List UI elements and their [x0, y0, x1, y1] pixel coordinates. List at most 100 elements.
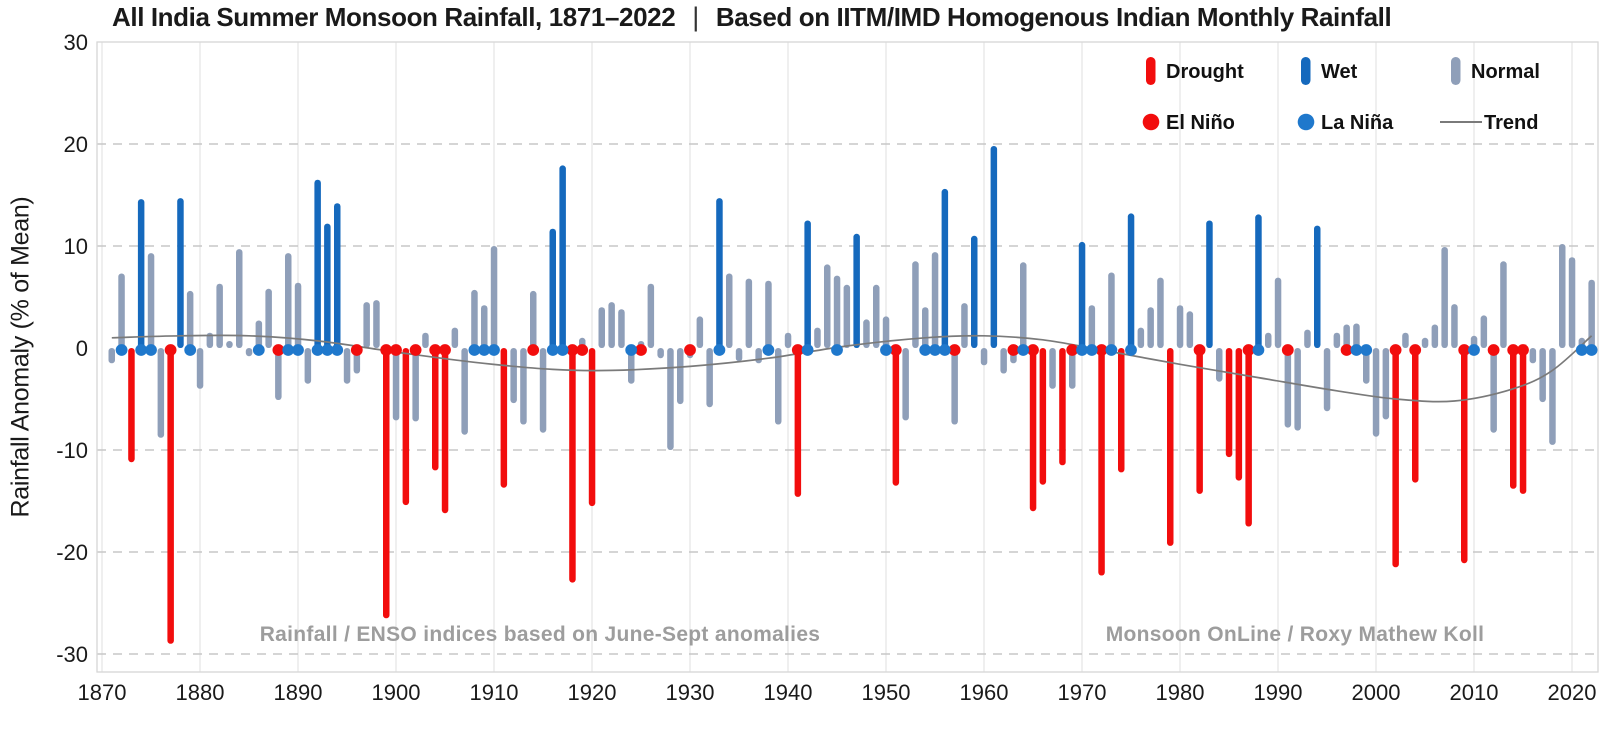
bar-1901	[402, 348, 410, 506]
dot-elnino-1902	[409, 344, 422, 356]
bar-1872	[118, 273, 125, 348]
bar-1955	[931, 252, 939, 348]
bar-1899	[383, 348, 390, 619]
bar-2005	[1421, 337, 1429, 348]
bar-2018	[1549, 348, 1556, 445]
bar-1877	[167, 348, 174, 644]
bar-1923	[618, 309, 625, 348]
bar-1968	[1059, 348, 1066, 466]
bar-1888	[275, 348, 282, 400]
bar-1944	[824, 264, 831, 348]
bar-1905	[441, 348, 449, 514]
bar-1960	[980, 348, 988, 366]
bar-1882	[216, 283, 223, 348]
bar-1945	[833, 275, 841, 348]
dot-elnino-1925	[635, 344, 647, 356]
dot-lanina-1874	[135, 344, 148, 356]
dot-lanina-1999	[1360, 344, 1373, 356]
bar-1959	[971, 235, 978, 348]
bar-1987	[1245, 348, 1252, 527]
legend-label-elnino: El Niño	[1166, 112, 1235, 134]
bar-1898	[373, 300, 380, 348]
bar-1926	[647, 283, 655, 348]
bar-1971	[1088, 305, 1096, 348]
dot-elnino-1899	[380, 344, 393, 356]
bar-1970	[1078, 241, 1086, 348]
bar-1889	[285, 253, 292, 348]
bar-1920	[588, 348, 596, 507]
bar-1951	[892, 348, 900, 486]
x-tick-1870: 1870	[78, 680, 127, 705]
bar-1996	[1333, 332, 1341, 348]
dot-elnino-1941	[791, 344, 804, 356]
x-tick-1920: 1920	[568, 680, 617, 705]
dot-elnino-1900	[390, 344, 402, 356]
bar-1922	[608, 302, 615, 348]
bar-1985	[1225, 348, 1233, 458]
title-separator: |	[692, 1, 699, 32]
bar-2007	[1441, 247, 1448, 348]
y-tick--10: -10	[56, 438, 88, 463]
x-tick-1990: 1990	[1254, 680, 1303, 705]
bar-1929	[677, 348, 684, 405]
bar-1946	[843, 284, 851, 348]
bar-2019	[1559, 244, 1566, 348]
bar-1993	[1304, 329, 1311, 348]
legend-swatch-normal	[1451, 57, 1461, 85]
bar-1942	[804, 220, 811, 348]
bar-1892	[314, 179, 321, 348]
dot-lanina-1964	[1017, 344, 1030, 356]
bar-1895	[343, 348, 351, 384]
dot-elnino-1930	[684, 344, 696, 356]
bar-1879	[186, 290, 194, 348]
dot-lanina-1893	[321, 344, 334, 356]
bar-1992	[1294, 348, 1301, 431]
legend-swatch-drought	[1146, 57, 1156, 85]
dot-lanina-1970	[1076, 344, 1088, 356]
x-tick-1910: 1910	[470, 680, 519, 705]
x-tick-1900: 1900	[372, 680, 421, 705]
legend-label-drought: Drought	[1166, 61, 1244, 83]
bar-1924	[628, 348, 635, 384]
bar-1977	[1147, 307, 1154, 348]
bar-2009	[1461, 348, 1468, 564]
dot-elnino-1972	[1095, 344, 1108, 356]
bar-1880	[196, 348, 204, 389]
dot-lanina-1916	[546, 344, 559, 356]
y-tick-0: 0	[76, 336, 88, 361]
dot-lanina-1945	[831, 344, 843, 356]
bar-1952	[902, 348, 909, 421]
bar-1967	[1049, 348, 1056, 389]
bar-1885	[245, 348, 253, 357]
dot-lanina-1988	[1252, 344, 1265, 356]
legend-label-lanina: La Niña	[1321, 112, 1394, 134]
bar-2022	[1588, 279, 1595, 348]
bar-1972	[1098, 348, 1105, 576]
legend-label-normal: Normal	[1471, 61, 1540, 83]
y-tick--30: -30	[56, 642, 88, 667]
bar-1897	[363, 302, 370, 348]
bar-2012	[1490, 348, 1497, 433]
dot-lanina-1879	[184, 344, 197, 356]
dot-lanina-1875	[145, 344, 157, 356]
bar-1883	[226, 341, 233, 348]
bar-1932	[706, 348, 713, 408]
bar-1997	[1343, 324, 1350, 348]
bar-1931	[696, 316, 704, 348]
bar-1907	[461, 348, 468, 435]
bar-2014	[1510, 348, 1517, 489]
bar-2008	[1451, 304, 1458, 348]
dot-elnino-2015	[1517, 344, 1529, 356]
dot-lanina-1933	[713, 344, 726, 356]
bar-1935	[735, 348, 743, 362]
bar-1871	[108, 348, 115, 364]
dot-lanina-1924	[625, 344, 638, 356]
dot-elnino-1957	[948, 344, 961, 356]
dot-lanina-1950	[880, 344, 892, 356]
dot-elnino-1987	[1242, 344, 1255, 356]
dot-elnino-1951	[889, 344, 902, 356]
dot-lanina-2021	[1575, 344, 1588, 356]
dot-lanina-1909	[478, 344, 491, 356]
